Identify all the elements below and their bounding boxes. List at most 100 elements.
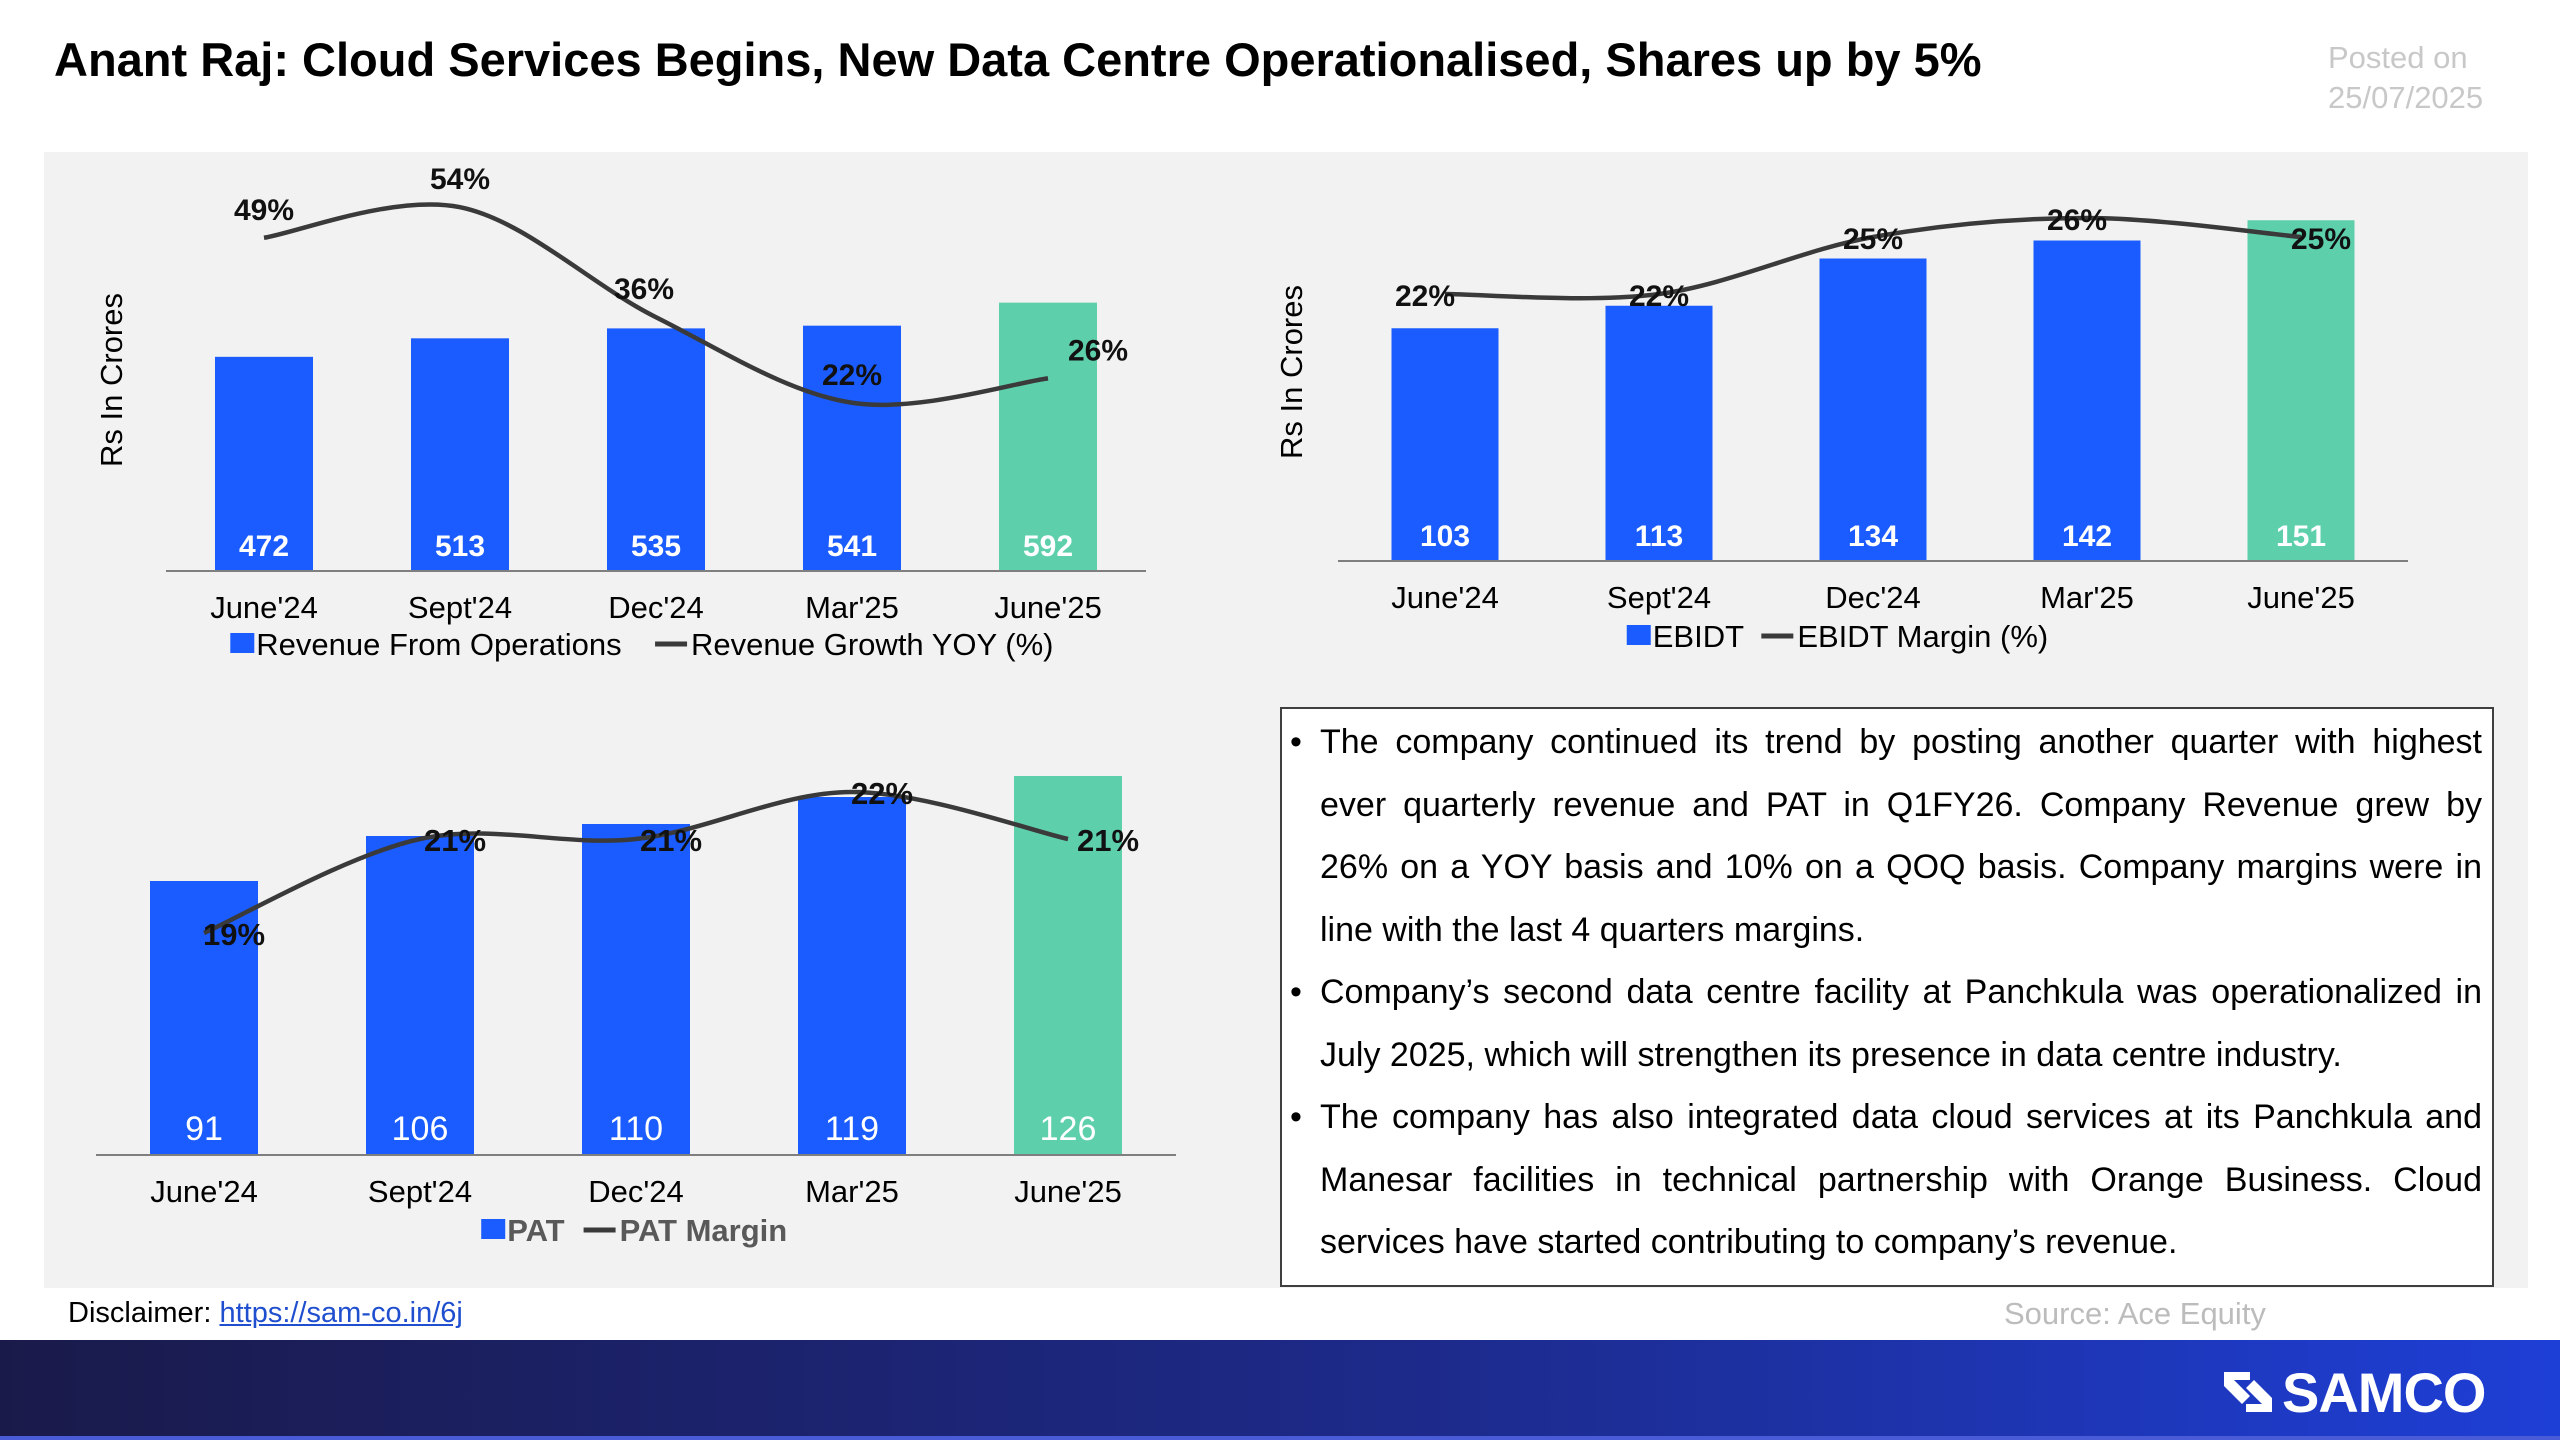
bar [798, 797, 906, 1154]
bar [150, 881, 258, 1154]
category-label: Sept'24 [368, 1174, 472, 1209]
category-label: June'24 [1391, 580, 1499, 615]
bar [2033, 240, 2141, 560]
samco-logo-text: SAMCO [2282, 1360, 2486, 1424]
category-label: Dec'24 [608, 590, 704, 625]
y-axis-label: Rs In Crores [94, 293, 129, 467]
line-value-label: 21% [424, 823, 486, 858]
legend: Revenue From Operations Revenue Growth YO… [230, 627, 1053, 662]
line-value-label: 49% [234, 194, 294, 227]
category-label: June'25 [2247, 580, 2355, 615]
y-axis-label: Rs In Crores [1274, 285, 1309, 459]
bar-value-label: 151 [2276, 520, 2326, 553]
line-series [263, 202, 1049, 408]
legend: EBIDT EBIDT Margin (%) [1626, 619, 2048, 654]
source-note: Source: Ace Equity [2004, 1296, 2266, 1331]
line-series [203, 789, 1069, 936]
category-label: Mar'25 [2040, 580, 2134, 615]
commentary-box: • The company continued its trend by post… [1280, 707, 2494, 1287]
commentary-text: The company continued its trend by posti… [1320, 723, 2482, 949]
bar [215, 356, 313, 570]
legend-bar-swatch [481, 1219, 506, 1239]
page-title: Anant Raj: Cloud Services Begins, New Da… [54, 33, 1982, 86]
posted-date-block: Posted on 25/07/2025 [2328, 38, 2483, 118]
bar-value-label: 119 [825, 1110, 879, 1148]
bar-value-label: 103 [1420, 520, 1470, 553]
posted-date: 25/07/2025 [2328, 80, 2484, 115]
line-value-label: 22% [822, 359, 882, 392]
pat-chart: 91 106 110 119 126 June'24 Sept'24 Dec'24 Mar'25… [96, 776, 1176, 1248]
line-value-label: 22% [851, 776, 913, 811]
bullet: • [1290, 973, 1302, 1011]
category-label: Dec'24 [588, 1174, 684, 1209]
samco-logo: SAMCO [2220, 1360, 2486, 1424]
bar-value-label: 142 [2062, 520, 2112, 553]
bullet: • [1290, 723, 1302, 761]
bullet: • [1290, 1098, 1302, 1136]
disclaimer-link[interactable]: https://sam-co.in/6j [219, 1297, 463, 1329]
commentary-list: • The company continued its trend by post… [1282, 711, 2492, 1274]
line-value-label: 26% [1068, 334, 1128, 367]
category-label: June'25 [1014, 1174, 1122, 1209]
line-value-label: 22% [1629, 280, 1689, 313]
category-label: June'24 [210, 590, 318, 625]
commentary-item: • The company continued its trend by post… [1282, 711, 2492, 961]
legend-line-label: EBIDT Margin (%) [1797, 619, 2048, 654]
bar [2247, 220, 2355, 560]
bar [607, 328, 705, 570]
ebidt-chart: 103 113 134 142 151 June'24 Sept'24 Dec'24 Mar'2… [1274, 204, 2408, 654]
line-value-label: 36% [614, 273, 674, 306]
bar [1605, 305, 1713, 560]
footer-accent-line [0, 1436, 2560, 1440]
legend: PAT PAT Margin [481, 1213, 787, 1248]
commentary-item: • Company’s second data centre facility … [1282, 961, 2492, 1086]
revenue-chart: 472 513 535 541 592 June'24 Sept'24 Dec'24 Mar'2… [94, 163, 1146, 662]
line-value-label: 25% [1843, 223, 1903, 256]
bar-value-label: 472 [239, 530, 289, 563]
footer-band [0, 1340, 2560, 1440]
legend-line-label: Revenue Growth YOY (%) [691, 627, 1053, 662]
bar [999, 302, 1097, 570]
bar-value-label: 134 [1848, 520, 1898, 553]
category-label: Mar'25 [805, 590, 899, 625]
line-value-label: 25% [2291, 223, 2351, 256]
bar [803, 325, 901, 570]
bar [582, 824, 690, 1154]
bar [411, 338, 509, 570]
legend-bar-label: EBIDT [1653, 619, 1744, 654]
line-value-label: 26% [2047, 204, 2107, 237]
category-label: June'24 [150, 1174, 258, 1209]
legend-line-label: PAT Margin [620, 1213, 788, 1248]
bar-value-label: 113 [1635, 520, 1683, 553]
bar [1391, 328, 1499, 560]
bar-value-label: 592 [1023, 530, 1073, 563]
category-label: Sept'24 [1607, 580, 1711, 615]
bar-value-label: 106 [392, 1110, 449, 1148]
bar-value-label: 541 [827, 530, 877, 563]
category-label: June'25 [994, 590, 1102, 625]
commentary-text: Company’s second data centre facility at… [1320, 973, 2482, 1074]
bar [1819, 258, 1927, 560]
legend-bar-swatch [1626, 625, 1651, 645]
line-value-label: 19% [203, 917, 265, 952]
legend-bar-swatch [230, 633, 255, 653]
bar-value-label: 91 [185, 1110, 223, 1148]
bar-value-label: 513 [435, 530, 485, 563]
line-value-label: 21% [640, 823, 702, 858]
line-value-label: 22% [1395, 280, 1455, 313]
category-label: Dec'24 [1825, 580, 1921, 615]
legend-bar-label: Revenue From Operations [256, 627, 621, 662]
bar-value-label: 110 [609, 1110, 663, 1148]
posted-label: Posted on [2328, 40, 2468, 75]
category-label: Mar'25 [805, 1174, 899, 1209]
legend-bar-label: PAT [507, 1213, 564, 1248]
disclaimer: Disclaimer: https://sam-co.in/6j [68, 1297, 463, 1330]
line-series [1444, 215, 2302, 301]
disclaimer-label: Disclaimer: [68, 1297, 220, 1329]
bar [366, 836, 474, 1154]
samco-logo-icon [2224, 1372, 2272, 1412]
line-value-label: 54% [430, 163, 490, 196]
category-label: Sept'24 [408, 590, 512, 625]
commentary-text: The company has also integrated data clo… [1320, 1098, 2482, 1261]
line-value-label: 21% [1077, 823, 1139, 858]
